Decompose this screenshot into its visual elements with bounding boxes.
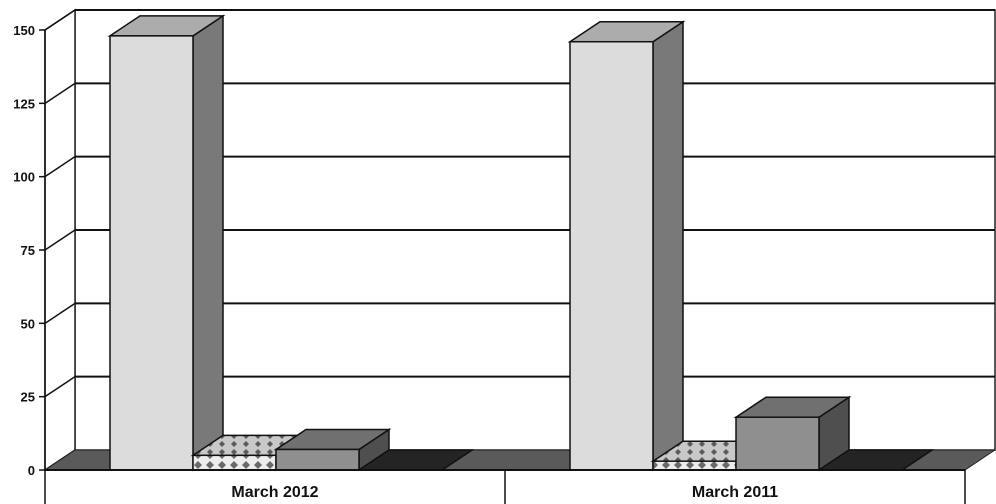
gridline-side — [44, 302, 76, 324]
gridline-side — [44, 9, 76, 31]
y-tick-label: 75 — [21, 243, 35, 258]
y-tick-label: 0 — [28, 463, 35, 478]
bar — [192, 454, 277, 471]
bars — [107, 14, 935, 472]
bar-side — [192, 14, 224, 472]
bar — [735, 416, 820, 471]
gridline-side — [44, 376, 76, 398]
x-tick-label: March 2011 — [692, 484, 778, 501]
bar — [109, 35, 194, 471]
y-tick-label: 25 — [21, 390, 35, 405]
y-axis: 0 25 50 75 100 125 150 — [13, 23, 46, 478]
gridline-side — [44, 82, 76, 104]
bar — [652, 460, 737, 471]
y-tick-label: 125 — [13, 96, 35, 111]
bar-side — [652, 20, 684, 472]
gridlines — [44, 9, 995, 398]
gridline-side — [44, 156, 76, 178]
bar — [275, 448, 360, 471]
y-tick-label: 150 — [13, 23, 35, 38]
y-tick-label: 50 — [21, 316, 35, 331]
bar — [569, 40, 654, 471]
gridline-side — [44, 229, 76, 251]
x-axis: March 2012 March 2011 — [44, 469, 966, 504]
y-tick-label: 100 — [13, 170, 35, 185]
x-tick-label: March 2012 — [231, 484, 318, 501]
